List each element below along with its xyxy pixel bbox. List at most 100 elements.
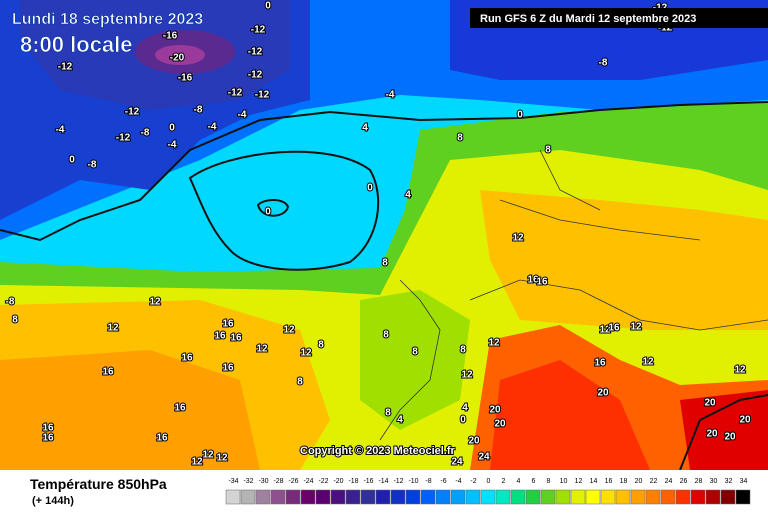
contour-label: 8	[457, 133, 463, 144]
scale-swatch	[270, 489, 286, 505]
contour-label: 16	[222, 319, 234, 330]
contour-label: 8	[318, 340, 324, 351]
contour-label: 0	[367, 183, 373, 194]
scale-label: -2	[470, 478, 476, 485]
contour-label: 16	[608, 323, 620, 334]
contour-label: 24	[478, 452, 490, 463]
scale-label: -20	[333, 478, 343, 485]
contour-label: 16	[214, 331, 226, 342]
scale-swatch	[675, 489, 691, 505]
scale-swatch	[480, 489, 496, 505]
run-info: Run GFS 6 Z du Mardi 12 septembre 2023	[480, 13, 696, 25]
local-time: 8:00 locale	[20, 32, 133, 57]
contour-label: 12	[512, 233, 524, 244]
scale-swatch	[555, 489, 571, 505]
coastlines	[0, 101, 768, 471]
scale-label: -14	[378, 478, 388, 485]
scale-swatch	[330, 489, 346, 505]
scale-swatch	[240, 489, 256, 505]
contour-label: -12	[58, 62, 73, 73]
color-scale: -34 -32 -30 -28 -26 -24 -22 -20 -18 -16 -14 -12 -10-…	[225, 478, 751, 505]
contour-label: 12	[283, 325, 295, 336]
contour-label: 16	[181, 353, 193, 364]
contour-label: 20	[706, 429, 718, 440]
scale-swatch	[495, 489, 511, 505]
contour-label: 8	[545, 145, 551, 156]
contour-label: 8	[383, 330, 389, 341]
scale-swatch	[630, 489, 646, 505]
run-box	[470, 8, 768, 28]
contour-label: 0	[460, 415, 466, 426]
contour-label: 12	[107, 323, 119, 334]
scale-swatch	[405, 489, 421, 505]
contour-label: 8	[382, 258, 388, 269]
scale-swatch	[360, 489, 376, 505]
scale-label: 2	[502, 478, 506, 485]
contour-label: 0	[169, 123, 175, 134]
scale-label: -32	[243, 478, 253, 485]
contour-label: 4	[362, 123, 368, 134]
contour-label: -4	[56, 125, 65, 136]
scale-swatch	[510, 489, 526, 505]
contour-label: 24	[451, 457, 463, 468]
contour-label: 12	[149, 297, 161, 308]
contour-label: 4	[462, 403, 468, 414]
contour-label: 12	[202, 450, 214, 461]
contour-label: 20	[468, 436, 480, 447]
contour-label: 20	[489, 405, 501, 416]
scale-label: 24	[665, 478, 673, 485]
scale-label: 12	[575, 478, 583, 485]
scale-swatch	[585, 489, 601, 505]
contour-label: -8	[88, 160, 97, 171]
contour-label: -12	[251, 25, 266, 36]
scale-label: 30	[710, 478, 718, 485]
copyright: Copyright © 2023 Meteociel.fr	[300, 445, 456, 457]
scale-label: -12	[393, 478, 403, 485]
contour-label: -8	[599, 58, 608, 69]
scale-label: -4	[455, 478, 461, 485]
scale-swatch	[315, 489, 331, 505]
scale-swatch	[255, 489, 271, 505]
scale-swatch	[225, 489, 241, 505]
contour-label: 4	[397, 415, 403, 426]
scale-label: 18	[620, 478, 628, 485]
scale-swatch	[690, 489, 706, 505]
contour-label: 12	[256, 344, 268, 355]
scale-label: -34	[228, 478, 238, 485]
contour-label: 16	[156, 433, 168, 444]
forecast-date: Lundi 18 septembre 2023	[12, 11, 203, 28]
contour-label: 16	[527, 275, 539, 286]
scale-label: 6	[532, 478, 536, 485]
scale-label: -18	[348, 478, 358, 485]
scale-label: 20	[635, 478, 643, 485]
contour-label: -12	[116, 133, 131, 144]
scale-swatch	[660, 489, 676, 505]
scale-swatch	[435, 489, 451, 505]
contour-label: -12	[248, 47, 263, 58]
contour-label: 16	[222, 363, 234, 374]
scale-swatch	[375, 489, 391, 505]
contour-label: 12	[642, 357, 654, 368]
scale-label: -16	[363, 478, 373, 485]
contour-label: 20	[739, 415, 751, 426]
contour-label: 4	[405, 190, 411, 201]
contour-label: 20	[597, 388, 609, 399]
contour-label: -4	[386, 90, 395, 101]
scale-swatch	[465, 489, 481, 505]
scale-label: -10	[408, 478, 418, 485]
contour-label: 0	[265, 207, 271, 218]
scale-swatch	[600, 489, 616, 505]
contour-label: -12	[255, 90, 270, 101]
scale-label: -24	[303, 478, 313, 485]
contour-labels: 0-12-12-12-12 -12-8 -4-4-16-20-16-12-12-12…	[5, 0, 752, 469]
scale-label: 34	[740, 478, 748, 485]
contour-label: 12	[191, 457, 203, 468]
contour-label: 0	[265, 1, 271, 12]
scale-swatch	[615, 489, 631, 505]
contour-label: 20	[704, 398, 716, 409]
scale-swatch	[540, 489, 556, 505]
contour-label: 16	[102, 367, 114, 378]
contour-label: 16	[42, 423, 54, 434]
contour-label: 8	[460, 345, 466, 356]
